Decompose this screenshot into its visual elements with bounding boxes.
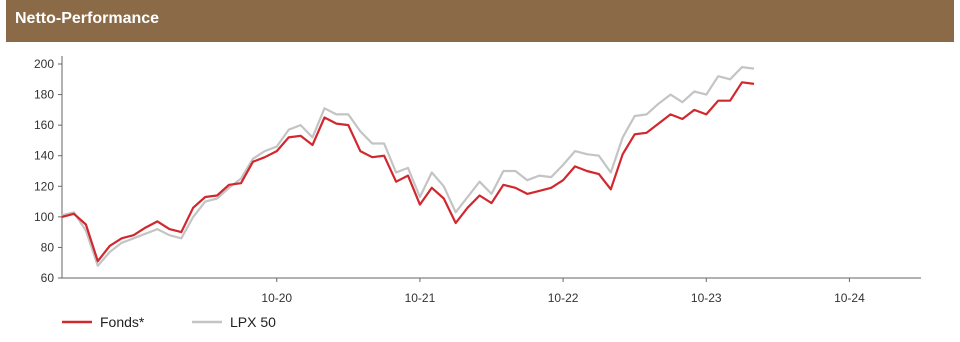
series-line-fonds (61, 81, 755, 263)
y-tick-label: 200 (34, 57, 54, 71)
y-tick-label: 100 (34, 210, 54, 224)
chart-lines (61, 65, 755, 267)
y-tick-label: 140 (34, 149, 54, 163)
y-tick-label: 80 (41, 240, 55, 254)
chart-axes: 60 80 100 120 140 160 180 200 10-20 10-21 10-22 10-… (34, 56, 921, 305)
x-tick-label: 10-24 (834, 291, 865, 305)
y-tick-label: 120 (34, 179, 54, 193)
y-tick-label: 160 (34, 118, 54, 132)
y-tick-label: 180 (34, 88, 54, 102)
chart-title: Netto-Performance (15, 10, 160, 27)
series-line-lpx50 (61, 65, 755, 267)
x-tick-label: 10-20 (261, 291, 292, 305)
x-tick-label: 10-21 (405, 291, 436, 305)
x-tick-label: 10-23 (691, 291, 722, 305)
legend-label: LPX 50 (230, 314, 276, 330)
y-tick-label: 60 (41, 271, 55, 285)
chart-header-bar: Netto-Performance (6, 0, 954, 42)
legend-label: Fonds* (100, 314, 145, 330)
chart-legend: Fonds* LPX 50 (62, 314, 276, 330)
x-tick-label: 10-22 (548, 291, 579, 305)
